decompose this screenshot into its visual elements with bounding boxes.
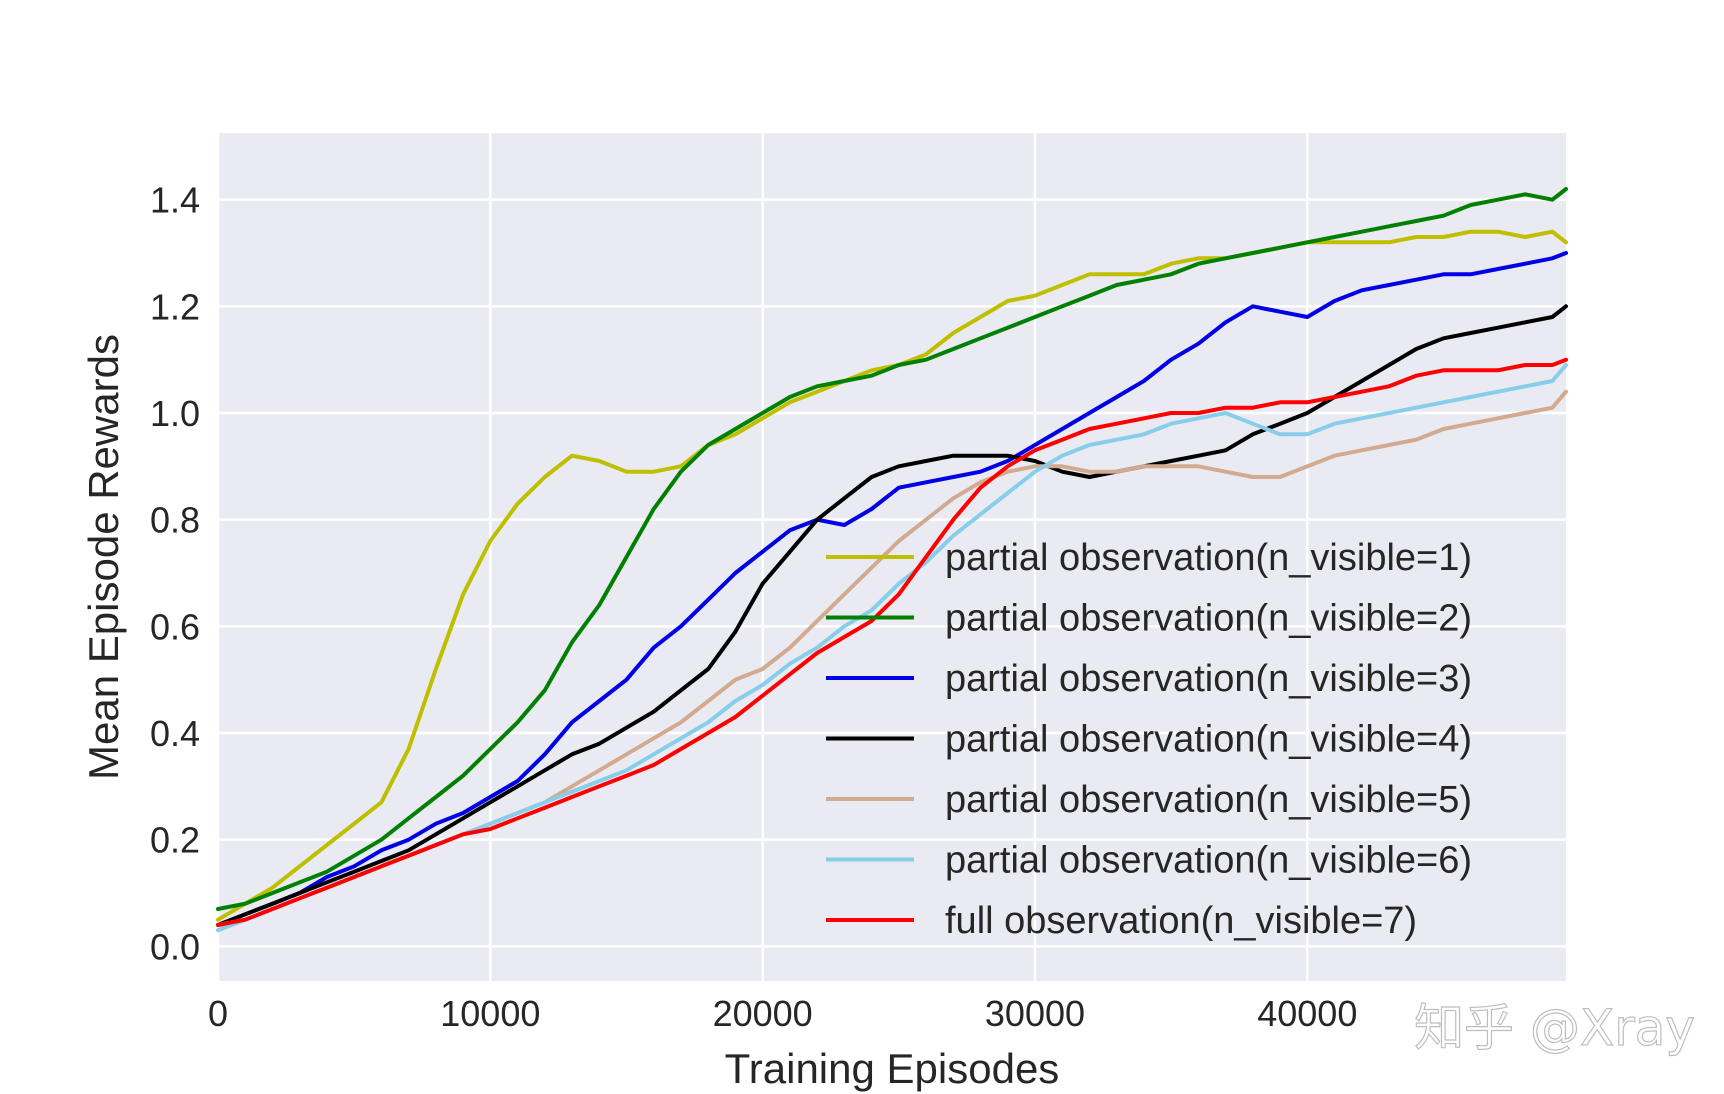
series-line-3 <box>216 251 1568 927</box>
legend-item: partial observation(n_visible=3) <box>826 658 1472 700</box>
x-tick-label: 0 <box>208 993 228 1034</box>
y-tick-label: 0.6 <box>150 606 200 647</box>
legend-item: partial observation(n_visible=2) <box>826 598 1472 640</box>
x-tick-label: 30000 <box>985 993 1085 1034</box>
legend: partial observation(n_visible=1)partial … <box>826 537 1472 942</box>
x-tick-labels: 0 10000 20000 30000 40000 <box>208 993 1357 1034</box>
series-line-2 <box>216 187 1568 911</box>
y-tick-label: 1.2 <box>150 286 200 327</box>
legend-label: partial observation(n_visible=5) <box>945 779 1472 821</box>
y-axis-title: Mean Episode Rewards <box>80 334 127 780</box>
y-gridlines <box>218 198 1566 948</box>
legend-item: partial observation(n_visible=4) <box>826 719 1472 761</box>
x-tick-label: 10000 <box>440 993 540 1034</box>
legend-label: full observation(n_visible=7) <box>945 900 1417 942</box>
legend-label: partial observation(n_visible=2) <box>945 598 1472 640</box>
legend-item: full observation(n_visible=7) <box>826 900 1417 942</box>
legend-label: partial observation(n_visible=6) <box>945 840 1472 882</box>
legend-item: partial observation(n_visible=6) <box>826 840 1472 882</box>
series-line-4 <box>216 304 1568 927</box>
y-tick-label: 1.4 <box>150 180 200 221</box>
y-tick-label: 0.0 <box>150 926 200 967</box>
legend-item: partial observation(n_visible=5) <box>826 779 1472 821</box>
watermark: 知乎 @Xray <box>1414 999 1695 1057</box>
series-lines <box>216 187 1568 933</box>
y-tick-label: 0.2 <box>150 820 200 861</box>
x-tick-label: 20000 <box>713 993 813 1034</box>
legend-label: partial observation(n_visible=3) <box>945 658 1472 700</box>
y-tick-label: 0.4 <box>150 713 200 754</box>
x-tick-label: 40000 <box>1257 993 1357 1034</box>
series-line-7 <box>216 357 1568 927</box>
y-tick-labels: 0.0 0.2 0.4 0.6 0.8 1.0 1.2 1.4 <box>150 180 200 968</box>
legend-label: partial observation(n_visible=4) <box>945 719 1472 761</box>
y-tick-label: 1.0 <box>150 393 200 434</box>
y-tick-label: 0.8 <box>150 500 200 541</box>
x-axis-title: Training Episodes <box>725 1045 1060 1092</box>
legend-item: partial observation(n_visible=1) <box>826 537 1472 579</box>
legend-label: partial observation(n_visible=1) <box>945 537 1472 579</box>
